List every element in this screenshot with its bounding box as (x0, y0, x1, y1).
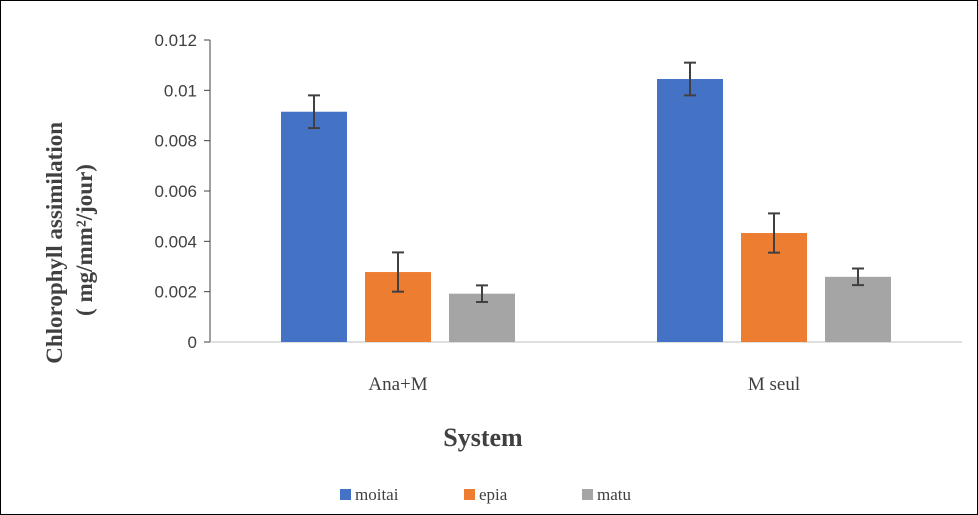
y-tick-label: 0.002 (154, 283, 197, 302)
y-tick-label: 0.01 (164, 81, 197, 100)
error-bar-epia-1 (392, 251, 404, 293)
bar-moitai-1 (281, 111, 347, 342)
legend-swatch (582, 489, 593, 500)
x-category-label: Ana+M (368, 374, 427, 395)
y-axis-title-line2: ( mg/mm²/jour) (72, 164, 97, 316)
x-category-label: M seul (748, 374, 800, 395)
error-bar-matu-2 (852, 267, 864, 287)
error-bar-epia-2 (768, 212, 780, 254)
bars (281, 79, 891, 342)
legend-label: matu (597, 485, 631, 504)
y-axis-title: Chlorophyll assimilation ( mg/mm²/jour) (42, 116, 97, 364)
legend-label: moitai (355, 485, 399, 504)
legend-label: epia (479, 485, 508, 504)
legend-swatch (340, 489, 351, 500)
y-tick-label: 0.006 (154, 182, 197, 201)
category-labels: Ana+M M seul (368, 374, 800, 395)
legend-item-moitai: moitai (340, 485, 399, 504)
y-axis-title-line1: Chlorophyll assimilation (42, 122, 67, 364)
y-tick-label: 0.008 (154, 132, 197, 151)
y-tick-label: 0.012 (154, 31, 197, 50)
error-bar-moitai-1 (308, 94, 320, 130)
error-bar-moitai-2 (684, 61, 696, 97)
legend-item-matu: matu (582, 485, 631, 504)
error-bars (308, 61, 864, 303)
y-tick-label: 0 (188, 333, 197, 352)
x-axis-title: System (443, 423, 523, 452)
legend: moitai epia matu (340, 485, 631, 504)
error-bar-matu-1 (476, 284, 488, 303)
bar-matu-2 (825, 276, 891, 342)
legend-swatch (464, 489, 475, 500)
y-tick-label: 0.004 (154, 232, 197, 251)
bar-moitai-2 (657, 79, 723, 342)
y-axis: 0 0.002 0.004 0.006 0.008 0.01 0.012 (154, 31, 211, 352)
legend-item-epia: epia (464, 485, 508, 504)
